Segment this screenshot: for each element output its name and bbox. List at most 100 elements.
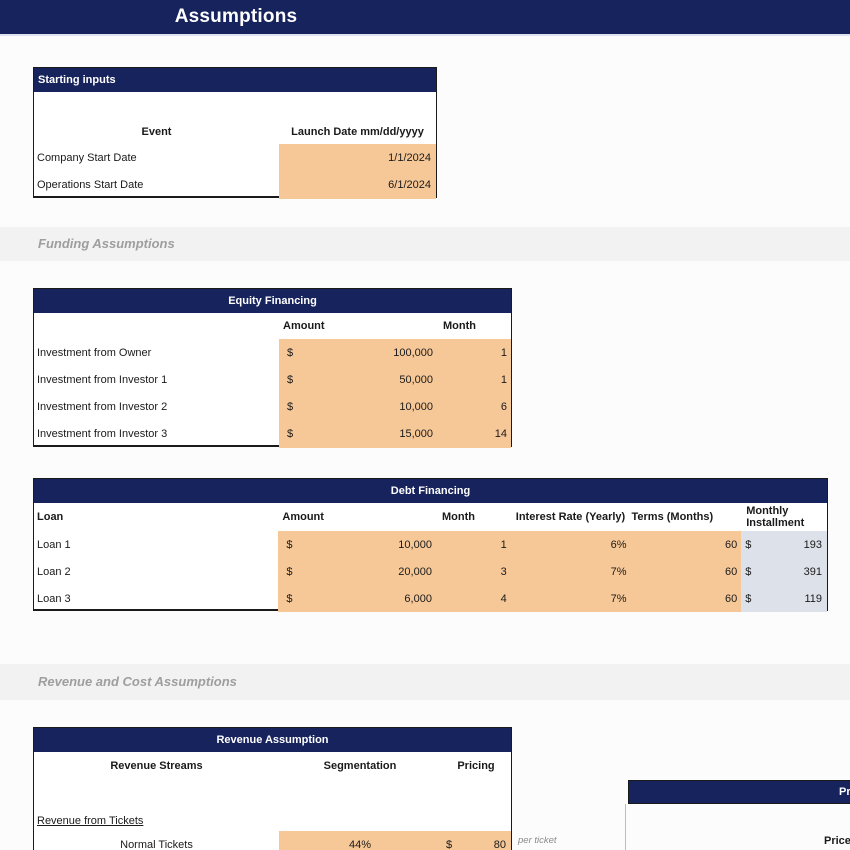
amount-value: 50,000	[399, 373, 433, 386]
amount-value: 15,000	[399, 428, 433, 441]
table-row: Investment from Investor 2 $10,000 6	[34, 393, 511, 421]
loan-amount-input-cell[interactable]: $6,000	[278, 585, 440, 612]
revenue-streams-column-header: Revenue Streams	[110, 760, 203, 772]
currency-symbol: $	[446, 838, 453, 850]
installment-value: 193	[803, 538, 822, 551]
page-title-bar: Assumptions	[0, 0, 850, 36]
currency-symbol: $	[286, 565, 293, 578]
terms-input-cell[interactable]: 60	[629, 531, 742, 558]
month-input-cell[interactable]: 6	[441, 393, 511, 421]
month-column-header: Month	[443, 320, 476, 332]
amount-column-header: Amount	[282, 511, 324, 523]
spacer-row	[34, 780, 511, 811]
monthly-installment-cell: $119	[741, 585, 827, 612]
revenue-assumption-title: Revenue Assumption	[34, 728, 511, 752]
pricing-column-header: Pricing	[457, 760, 495, 772]
revenue-header-row: Revenue Streams Segmentation Pricing	[34, 752, 511, 780]
terms-column-header: Terms (Months)	[631, 511, 714, 523]
currency-symbol: $	[745, 538, 752, 551]
equity-header-row: Amount Month	[34, 313, 511, 339]
amount-value: 20,000	[398, 565, 432, 578]
terms-input-cell[interactable]: 60	[629, 585, 742, 612]
spacer-row	[34, 92, 436, 120]
empty-header-cell	[34, 313, 279, 339]
debt-financing-table: Debt Financing Loan Amount Month Interes…	[33, 478, 828, 612]
table-row: Loan 3 $6,000 4 7% 60 $119	[34, 585, 827, 612]
revenue-group-label: Revenue from Tickets	[37, 815, 144, 827]
interest-rate-input-cell[interactable]: 6%	[511, 531, 630, 558]
loan-month-input-cell[interactable]: 4	[439, 585, 512, 612]
loan-amount-input-cell[interactable]: $20,000	[278, 558, 440, 585]
starting-inputs-header-row: Event Launch Date mm/dd/yyyy	[34, 120, 436, 144]
segmentation-column-header: Segmentation	[323, 760, 397, 772]
table-row: Investment from Owner $100,000 1	[34, 339, 511, 367]
row-label: Company Start Date	[37, 151, 137, 164]
table-row: Loan 2 $20,000 3 7% 60 $391	[34, 558, 827, 585]
installment-value: 119	[804, 592, 822, 605]
amount-input-cell[interactable]: $15,000	[279, 420, 441, 448]
table-row: Normal Tickets 44% $80	[34, 831, 511, 850]
row-label: Normal Tickets	[120, 838, 193, 850]
revenue-cost-section-band: Revenue and Cost Assumptions	[0, 664, 850, 700]
row-label: Investment from Investor 1	[37, 373, 168, 386]
loan-month-input-cell[interactable]: 1	[439, 531, 512, 558]
row-label: Loan 2	[37, 565, 71, 578]
table-row: Operations Start Date 6/1/2024	[34, 171, 436, 199]
amount-input-cell[interactable]: $50,000	[279, 366, 441, 394]
debt-financing-title: Debt Financing	[34, 479, 827, 503]
row-label: Loan 1	[37, 538, 71, 551]
price-value: 80	[493, 838, 506, 850]
row-label: Investment from Investor 3	[37, 428, 168, 441]
starting-inputs-title: Starting inputs	[34, 68, 436, 92]
currency-symbol: $	[287, 373, 294, 386]
interest-rate-input-cell[interactable]: 7%	[511, 585, 630, 612]
table-row: Investment from Investor 3 $15,000 14	[34, 420, 511, 448]
month-input-cell[interactable]: 14	[441, 420, 511, 448]
partial-right-table-title-fragment: Pri	[839, 786, 850, 798]
amount-value: 6,000	[404, 592, 432, 605]
company-start-date-input-cell[interactable]: 1/1/2024	[279, 144, 436, 172]
interest-rate-column-header: Interest Rate (Yearly)	[515, 511, 626, 523]
month-input-cell[interactable]: 1	[441, 366, 511, 394]
amount-input-cell[interactable]: $100,000	[279, 339, 441, 367]
currency-symbol: $	[287, 428, 294, 441]
debt-header-row: Loan Amount Month Interest Rate (Yearly)…	[34, 503, 827, 531]
equity-financing-title: Equity Financing	[34, 289, 511, 313]
pricing-input-cell[interactable]: $80	[441, 831, 511, 850]
row-label: Loan 3	[37, 592, 71, 605]
loan-amount-input-cell[interactable]: $10,000	[278, 531, 440, 558]
monthly-installment-cell: $193	[741, 531, 827, 558]
starting-inputs-table: Starting inputs Event Launch Date mm/dd/…	[33, 67, 437, 199]
table-row: Investment from Investor 1 $50,000 1	[34, 366, 511, 394]
revenue-group-row: Revenue from Tickets	[34, 811, 511, 831]
terms-input-cell[interactable]: 60	[629, 558, 742, 585]
segmentation-input-cell[interactable]: 44%	[279, 831, 441, 850]
interest-rate-input-cell[interactable]: 7%	[511, 558, 630, 585]
table-row: Loan 1 $10,000 1 6% 60 $193	[34, 531, 827, 558]
row-label: Investment from Owner	[37, 346, 152, 359]
currency-symbol: $	[745, 592, 752, 605]
month-input-cell[interactable]: 1	[441, 339, 511, 367]
loan-month-input-cell[interactable]: 3	[439, 558, 512, 585]
currency-symbol: $	[286, 538, 293, 551]
funding-section-band: Funding Assumptions	[0, 227, 850, 261]
partial-right-table-row-fragment: Price G	[824, 835, 850, 847]
monthly-installment-column-header: Monthly Installment	[746, 505, 805, 529]
month-column-header: Month	[441, 511, 475, 523]
currency-symbol: $	[286, 592, 293, 605]
event-column-header: Event	[141, 126, 172, 138]
monthly-installment-cell: $391	[741, 558, 827, 585]
currency-symbol: $	[287, 401, 294, 414]
row-label: Operations Start Date	[37, 179, 144, 192]
launch-date-column-header: Launch Date mm/dd/yyyy	[291, 126, 424, 138]
currency-symbol: $	[287, 346, 294, 359]
amount-input-cell[interactable]: $10,000	[279, 393, 441, 421]
currency-symbol: $	[745, 565, 752, 578]
operations-start-date-input-cell[interactable]: 6/1/2024	[279, 171, 436, 199]
loan-column-header: Loan	[37, 511, 64, 523]
equity-financing-table: Equity Financing Amount Month Investment…	[33, 288, 512, 448]
table-row: Company Start Date 1/1/2024	[34, 144, 436, 172]
row-label: Investment from Investor 2	[37, 401, 168, 414]
unit-note: per ticket	[518, 835, 557, 846]
